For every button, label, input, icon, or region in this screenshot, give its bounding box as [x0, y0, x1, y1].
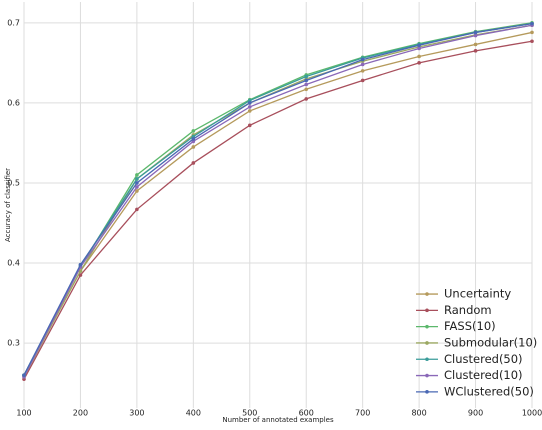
- point: [417, 61, 421, 65]
- series-line: [23, 24, 533, 378]
- point: [473, 42, 478, 47]
- series-line: [23, 31, 533, 376]
- legend-label: FASS(10): [444, 319, 496, 333]
- x-tick-label: 500: [242, 409, 257, 418]
- point: [473, 49, 478, 53]
- series-line: [23, 24, 533, 378]
- point: [417, 54, 421, 59]
- series-line: [23, 40, 533, 380]
- point: [360, 62, 365, 67]
- point: [530, 30, 534, 35]
- y-tick-label: 0.7: [7, 18, 20, 27]
- point: [360, 57, 365, 62]
- point: [247, 109, 252, 113]
- legend-marker: [425, 373, 429, 378]
- legend-label: Random: [444, 303, 492, 317]
- point: [360, 69, 365, 73]
- x-tick-label: 1000: [522, 409, 542, 418]
- point: [78, 262, 83, 267]
- point: [135, 189, 139, 193]
- point: [135, 185, 139, 189]
- point: [304, 74, 309, 79]
- point: [473, 30, 478, 35]
- point: [191, 145, 196, 149]
- series-line: [23, 22, 533, 376]
- point: [135, 177, 139, 181]
- point: [247, 123, 252, 128]
- point: [247, 101, 252, 105]
- x-tick-label: 200: [73, 409, 88, 418]
- y-tick-label: 0.4: [7, 259, 20, 268]
- x-tick-label: 400: [186, 409, 201, 418]
- point: [417, 43, 421, 48]
- legend-marker: [425, 357, 429, 362]
- legend-label: WClustered(50): [444, 384, 534, 398]
- legend-marker: [425, 308, 429, 313]
- legend-marker: [425, 341, 429, 345]
- legend-marker: [425, 292, 429, 296]
- point: [135, 173, 139, 177]
- point: [304, 78, 309, 83]
- y-tick-label: 0.5: [7, 178, 20, 187]
- point: [191, 161, 196, 165]
- legend-marker: [425, 324, 429, 329]
- legend-marker: [425, 390, 429, 394]
- series-line: [23, 22, 533, 376]
- legend-label: Submodular(10): [444, 335, 537, 349]
- point: [304, 82, 309, 87]
- x-tick-label: 900: [468, 409, 483, 418]
- legend-label: Uncertainty: [444, 287, 511, 301]
- point: [530, 21, 534, 26]
- point: [417, 46, 421, 51]
- point: [78, 273, 83, 277]
- point: [473, 33, 478, 38]
- x-tick-label: 100: [16, 409, 31, 418]
- y-axis-label: Accuracy of classifier: [4, 168, 12, 242]
- point: [247, 105, 252, 109]
- x-tick-label: 600: [299, 409, 314, 418]
- point: [135, 181, 139, 185]
- point: [191, 137, 196, 141]
- point: [22, 373, 26, 377]
- x-axis-label: Number of annotated examples: [222, 416, 334, 424]
- point: [135, 207, 139, 212]
- x-tick-label: 700: [355, 409, 370, 418]
- legend-label: Clustered(50): [444, 352, 523, 366]
- x-tick-label: 800: [411, 409, 426, 418]
- y-tick-label: 0.6: [7, 98, 20, 107]
- point: [360, 78, 365, 83]
- x-tick-label: 300: [129, 409, 144, 418]
- y-tick-label: 0.3: [7, 339, 20, 348]
- point: [304, 97, 309, 101]
- point: [304, 87, 309, 92]
- point: [530, 39, 534, 44]
- legend-label: Clustered(10): [444, 368, 523, 382]
- point: [191, 129, 196, 133]
